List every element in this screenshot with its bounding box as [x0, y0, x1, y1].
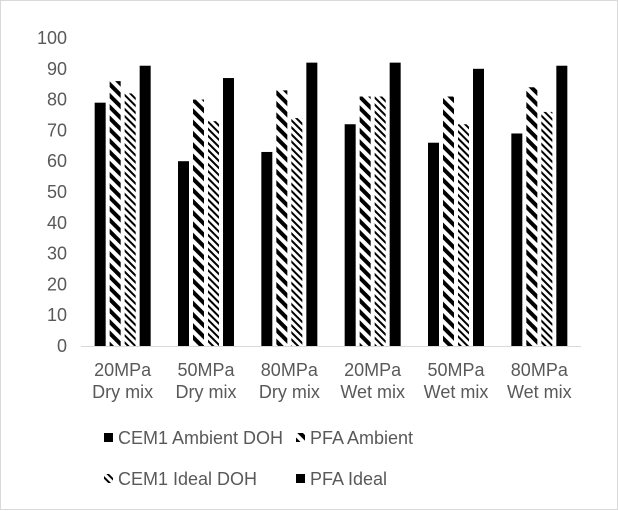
- legend-label: CEM1 Ideal DOH: [118, 469, 257, 489]
- legend-swatch: [104, 474, 113, 483]
- bar: [208, 121, 219, 346]
- x-tick-label: 50MPa: [177, 360, 235, 380]
- bar: [374, 96, 386, 347]
- bar: [178, 161, 189, 346]
- x-tick-label: Wet mix: [340, 382, 405, 402]
- bar: [511, 133, 523, 346]
- bar: [124, 93, 136, 346]
- legend-label: PFA Ambient: [310, 428, 413, 448]
- x-tick-label: Dry mix: [92, 382, 153, 402]
- y-tick-label: 60: [47, 151, 67, 171]
- y-tick-label: 80: [47, 90, 67, 110]
- x-tick-label: Dry mix: [176, 382, 237, 402]
- bar: [458, 124, 469, 347]
- x-tick-label: 80MPa: [261, 360, 319, 380]
- bar: [139, 65, 151, 346]
- bar: [389, 62, 401, 346]
- bar: [276, 90, 288, 346]
- y-tick-label: 70: [47, 120, 67, 140]
- y-tick-label: 20: [47, 274, 67, 294]
- bar: [261, 151, 273, 346]
- legend-swatch: [104, 433, 113, 442]
- y-tick-label: 0: [57, 336, 67, 356]
- bar: [359, 96, 371, 347]
- legend: CEM1 Ambient DOH PFA Ambient CEM1 Ideal DO…: [104, 428, 413, 489]
- bars: [94, 62, 568, 347]
- legend-swatch: [296, 433, 305, 442]
- bar: [428, 142, 439, 346]
- bar: [193, 99, 204, 346]
- bar: [344, 124, 356, 347]
- x-tick-label: Wet mix: [424, 382, 489, 402]
- x-tick-label: 20MPa: [344, 360, 402, 380]
- x-tick-label: 50MPa: [427, 360, 485, 380]
- legend-label: PFA Ideal: [310, 469, 387, 489]
- x-tick-label: Wet mix: [507, 382, 572, 402]
- y-tick-label: 90: [47, 59, 67, 79]
- y-axis: 0 10 20 30 40 50 60 70 80 90 100: [37, 28, 67, 356]
- bar: [306, 62, 318, 346]
- bar: [526, 87, 538, 346]
- bar: [223, 78, 234, 346]
- bar: [556, 65, 568, 346]
- bar: [291, 118, 303, 346]
- y-tick-label: 100: [37, 28, 67, 48]
- bar: [94, 102, 106, 347]
- y-tick-label: 40: [47, 213, 67, 233]
- bar: [443, 96, 454, 347]
- legend-label: CEM1 Ambient DOH: [118, 428, 283, 448]
- legend-swatch: [296, 474, 305, 483]
- x-tick-label: Dry mix: [259, 382, 320, 402]
- x-tick-label: 20MPa: [94, 360, 152, 380]
- bar: [109, 81, 121, 347]
- y-tick-label: 30: [47, 244, 67, 264]
- bar: [541, 111, 553, 346]
- x-tick-label: 80MPa: [511, 360, 569, 380]
- y-tick-label: 10: [47, 305, 67, 325]
- y-tick-label: 50: [47, 182, 67, 202]
- bar: [473, 68, 484, 347]
